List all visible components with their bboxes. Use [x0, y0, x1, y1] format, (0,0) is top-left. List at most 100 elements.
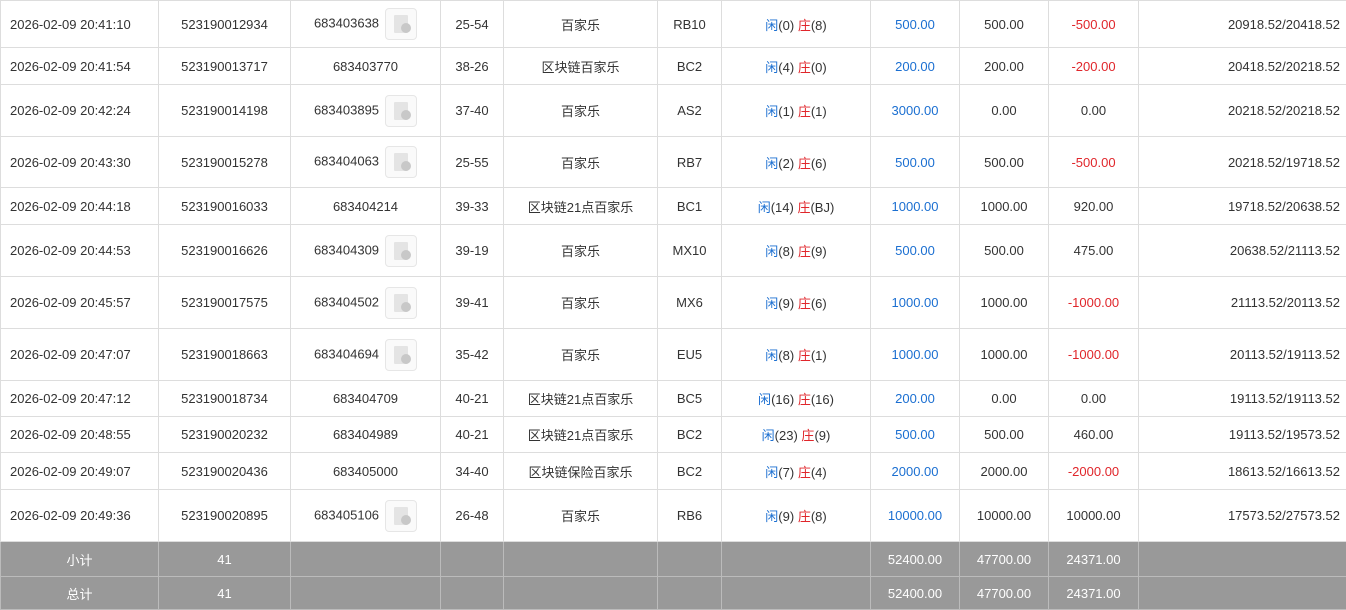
table-number: 26-48: [441, 490, 504, 542]
valid-bet: 500.00: [960, 417, 1049, 453]
table-number: 25-54: [441, 1, 504, 48]
empty-cell: [1139, 577, 1346, 610]
table-number: 37-40: [441, 85, 504, 137]
banker-score: (BJ): [810, 200, 834, 215]
win-loss: 0.00: [1049, 85, 1139, 137]
valid-bet: 1000.00: [960, 188, 1049, 225]
table-number: 40-21: [441, 417, 504, 453]
bet-amount: 1000.00: [871, 277, 960, 329]
player-score: (7): [778, 465, 794, 480]
room-code: BC5: [658, 381, 722, 417]
bet-time: 2026-02-09 20:43:30: [1, 137, 159, 188]
balance-change: 20218.52/19718.52: [1139, 137, 1346, 188]
banker-label: 庄: [798, 104, 811, 119]
bet-amount: 2000.00: [871, 453, 960, 490]
player-score: (23): [775, 428, 798, 443]
room-code: RB10: [658, 1, 722, 48]
round-number: 683404214: [291, 188, 441, 225]
bet-amount: 500.00: [871, 225, 960, 277]
bet-amount: 200.00: [871, 48, 960, 85]
balance-change: 20418.52/20218.52: [1139, 48, 1346, 85]
round-id: 683404694: [314, 346, 379, 361]
result: 闲(9) 庄(6): [722, 277, 871, 329]
result-image-icon[interactable]: [385, 339, 417, 371]
summary-valid: 47700.00: [960, 577, 1049, 610]
round-id: 683404214: [333, 199, 398, 214]
table-number: 39-33: [441, 188, 504, 225]
result: 闲(14) 庄(BJ): [722, 188, 871, 225]
game-type: 百家乐: [504, 1, 658, 48]
banker-score: (8): [811, 509, 827, 524]
result: 闲(7) 庄(4): [722, 453, 871, 490]
player-score: (4): [778, 60, 794, 75]
game-type: 区块链保险百家乐: [504, 453, 658, 490]
round-number: 683404502: [291, 277, 441, 329]
result-image-icon[interactable]: [385, 146, 417, 178]
banker-label: 庄: [798, 18, 811, 33]
round-id: 683403895: [314, 102, 379, 117]
banker-label: 庄: [798, 465, 811, 480]
summary-win: 24371.00: [1049, 577, 1139, 610]
banker-score: (0): [811, 60, 827, 75]
round-number: 683403895: [291, 85, 441, 137]
room-code: BC2: [658, 48, 722, 85]
round-number: 683405000: [291, 453, 441, 490]
round-id: 683404989: [333, 427, 398, 442]
result-image-icon[interactable]: [385, 95, 417, 127]
balance-change: 19113.52/19113.52: [1139, 381, 1346, 417]
player-label: 闲: [765, 18, 778, 33]
bet-time: 2026-02-09 20:47:12: [1, 381, 159, 417]
result-image-icon[interactable]: [385, 500, 417, 532]
game-type: 区块链21点百家乐: [504, 381, 658, 417]
round-number: 683404309: [291, 225, 441, 277]
result-image-icon[interactable]: [385, 8, 417, 40]
player-score: (14): [771, 200, 794, 215]
bet-time: 2026-02-09 20:45:57: [1, 277, 159, 329]
banker-score: (8): [811, 18, 827, 33]
win-loss: -500.00: [1049, 137, 1139, 188]
game-type: 百家乐: [504, 225, 658, 277]
empty-cell: [441, 542, 504, 577]
player-score: (0): [778, 18, 794, 33]
table-number: 35-42: [441, 329, 504, 381]
balance-change: 19718.52/20638.52: [1139, 188, 1346, 225]
player-score: (16): [771, 392, 794, 407]
room-code: AS2: [658, 85, 722, 137]
order-number: 523190017575: [159, 277, 291, 329]
banker-label: 庄: [798, 296, 811, 311]
player-label: 闲: [765, 156, 778, 171]
win-loss: -1000.00: [1049, 329, 1139, 381]
game-type: 百家乐: [504, 137, 658, 188]
result: 闲(2) 庄(6): [722, 137, 871, 188]
result: 闲(4) 庄(0): [722, 48, 871, 85]
round-id: 683404063: [314, 153, 379, 168]
bet-amount: 500.00: [871, 1, 960, 48]
game-type: 区块链21点百家乐: [504, 188, 658, 225]
balance-change: 20918.52/20418.52: [1139, 1, 1346, 48]
result-image-icon[interactable]: [385, 235, 417, 267]
table-number: 38-26: [441, 48, 504, 85]
player-label: 闲: [765, 244, 778, 259]
room-code: MX10: [658, 225, 722, 277]
result: 闲(8) 庄(1): [722, 329, 871, 381]
order-number: 523190016626: [159, 225, 291, 277]
bet-time: 2026-02-09 20:44:18: [1, 188, 159, 225]
result: 闲(23) 庄(9): [722, 417, 871, 453]
player-label: 闲: [765, 348, 778, 363]
order-number: 523190020436: [159, 453, 291, 490]
player-score: (8): [778, 348, 794, 363]
round-id: 683403770: [333, 59, 398, 74]
valid-bet: 1000.00: [960, 329, 1049, 381]
order-number: 523190014198: [159, 85, 291, 137]
result: 闲(8) 庄(9): [722, 225, 871, 277]
room-code: EU5: [658, 329, 722, 381]
bet-amount: 200.00: [871, 381, 960, 417]
result-image-icon[interactable]: [385, 287, 417, 319]
table-number: 25-55: [441, 137, 504, 188]
